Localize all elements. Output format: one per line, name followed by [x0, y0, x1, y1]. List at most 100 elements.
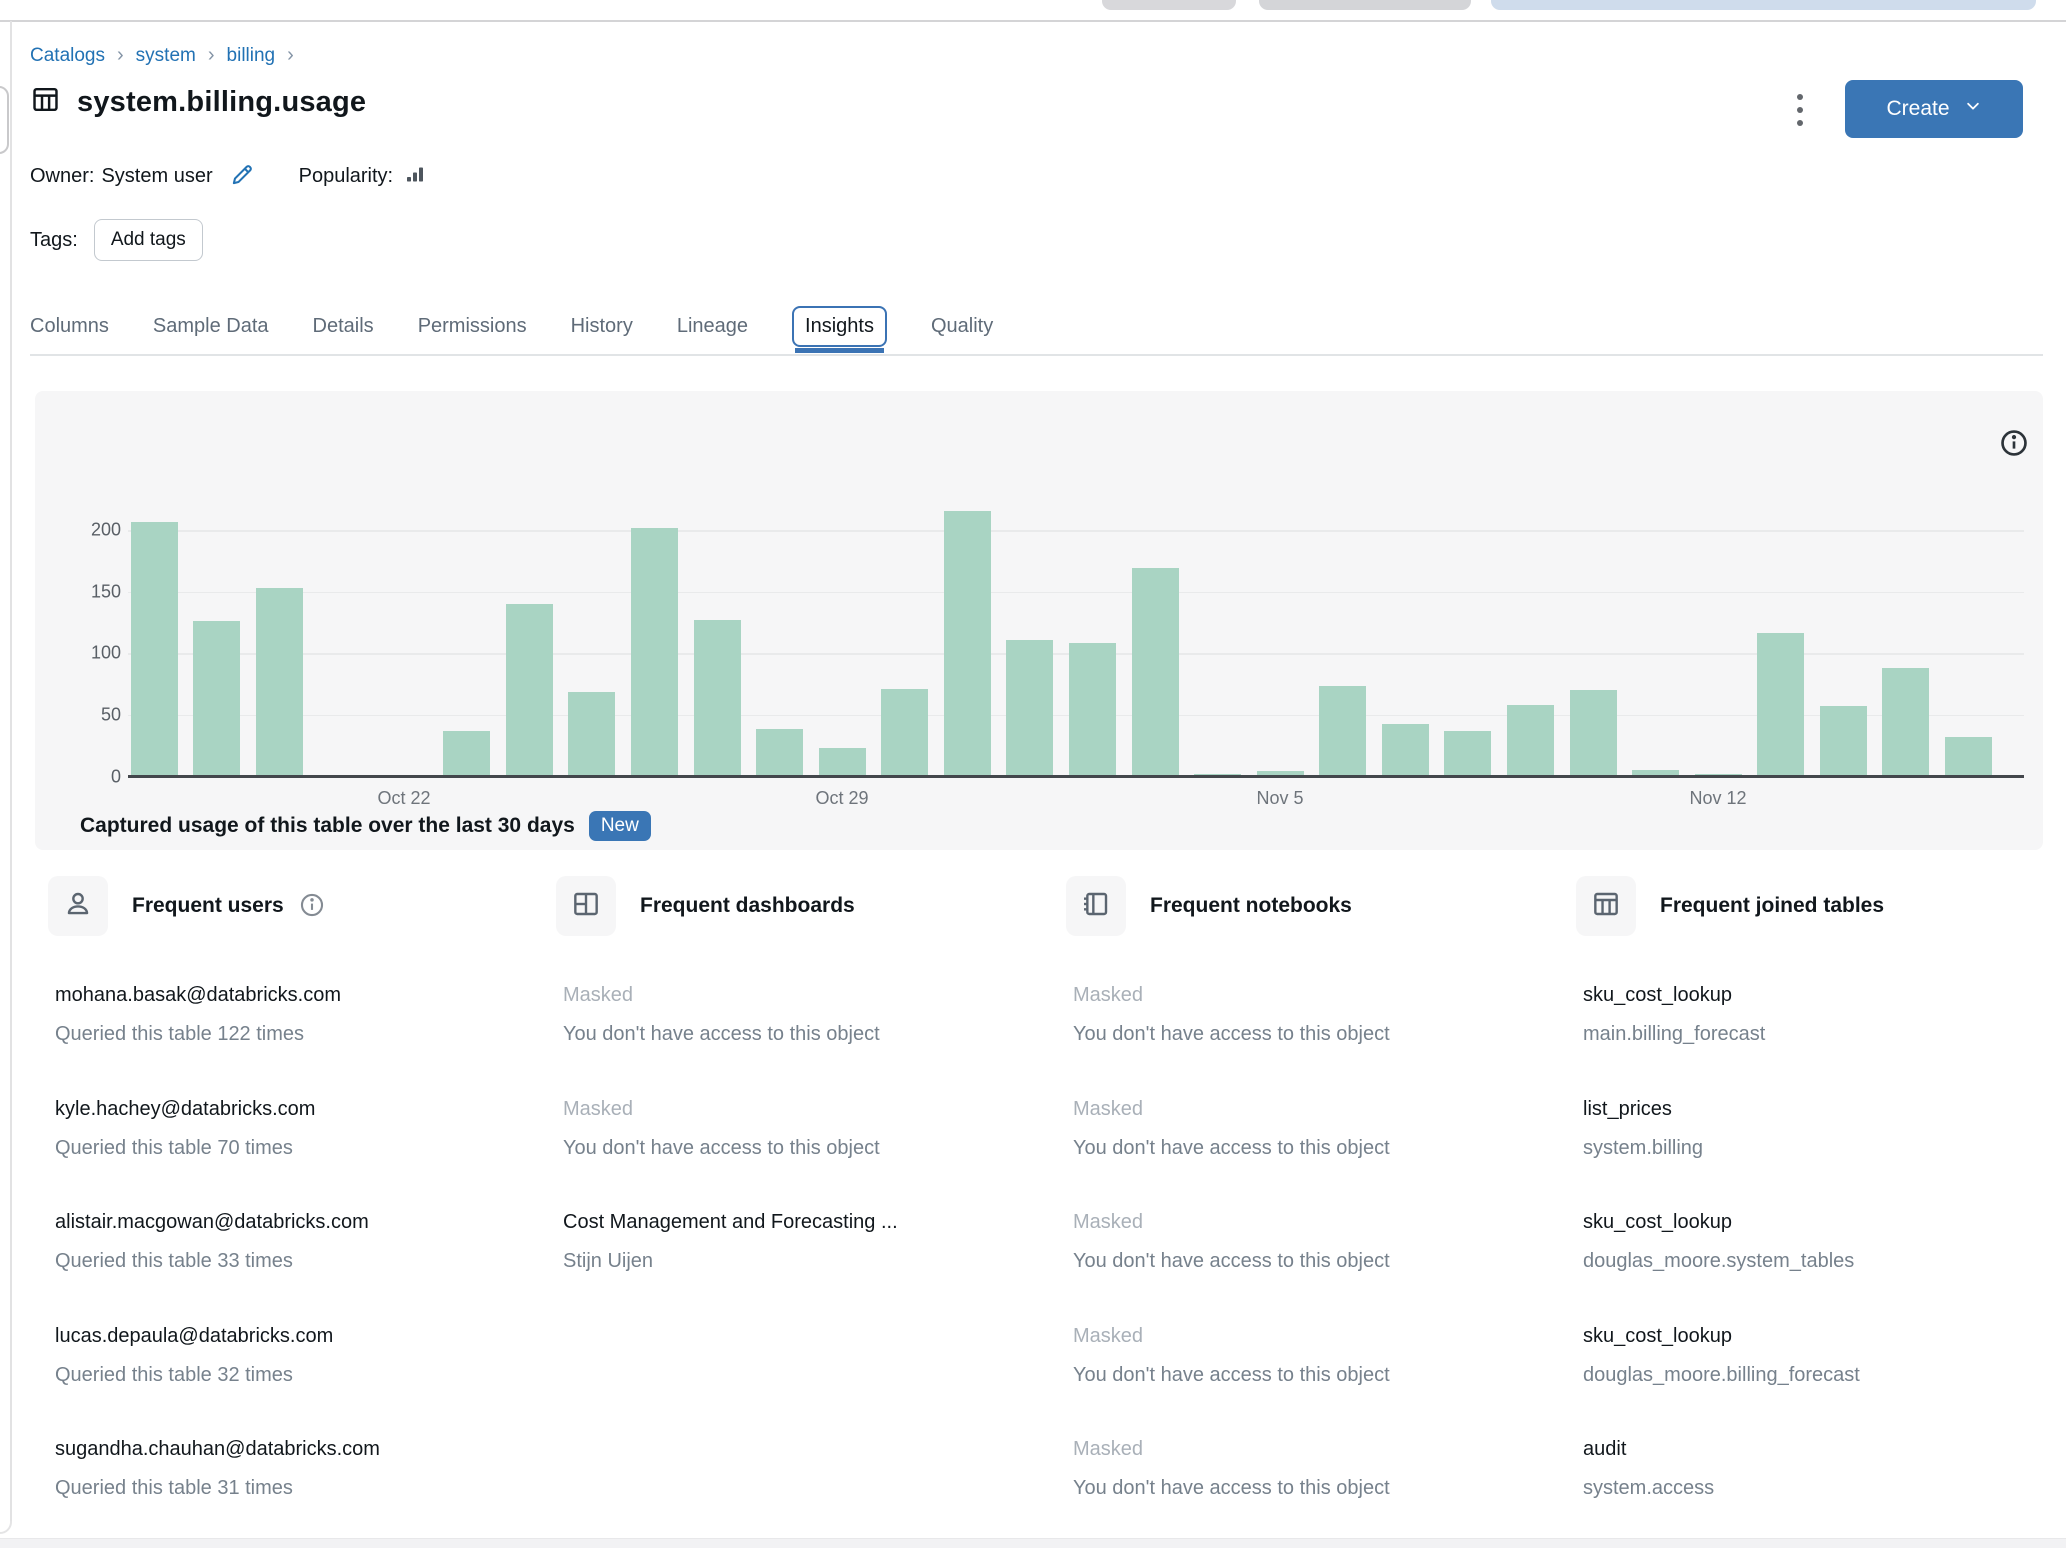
usage-bar-chart: 0 50 100 150 200 Oct 22 Oct 29 Nov 5 Nov 12 — [35, 391, 2043, 850]
frequent-users-item-secondary: Queried this table 122 times — [55, 1023, 305, 1045]
section-frequent-joined-tables: Frequent joined tables sku_cost_lookup m… — [1576, 876, 2066, 1516]
meta-row: Owner: System user Popularity: — [30, 160, 427, 193]
y-axis-tick: 0 — [110, 766, 121, 787]
edit-owner-button[interactable] — [227, 160, 257, 193]
user-icon — [62, 888, 94, 925]
usage-bar — [694, 620, 741, 776]
tab-lineage[interactable]: Lineage — [676, 314, 749, 337]
clipped-toolbar-fragment — [1102, 0, 1236, 10]
pencil-icon — [229, 162, 255, 191]
tab-sample-data[interactable]: Sample Data — [152, 314, 269, 337]
usage-bar — [756, 729, 803, 776]
frequent-joined-tables-item-primary[interactable]: audit — [1583, 1438, 1627, 1460]
breadcrumb-link[interactable]: system — [135, 44, 196, 66]
kebab-icon — [1797, 94, 1803, 100]
usage-bar — [1069, 643, 1116, 776]
usage-bar — [631, 528, 678, 776]
usage-bar — [1444, 731, 1491, 776]
frequent-users-item-primary: lucas.depaula@databricks.com — [55, 1325, 334, 1347]
tab-history[interactable]: History — [570, 314, 633, 337]
usage-bar — [1257, 771, 1304, 776]
frequent-notebooks-item-primary: Masked — [1073, 1325, 1144, 1347]
tags-row: Tags: Add tags — [30, 219, 203, 261]
x-axis-tick: Nov 5 — [1256, 788, 1304, 808]
chart-info-button[interactable] — [1998, 427, 2030, 459]
frequent-joined-tables-item-secondary: system.billing — [1583, 1137, 1704, 1159]
x-axis — [128, 775, 2024, 778]
frequent-users-item-primary: alistair.macgowan@databricks.com — [55, 1211, 369, 1233]
list-item: mohana.basak@databricks.com Queried this… — [55, 982, 553, 1047]
usage-bar — [1757, 633, 1804, 776]
list-item: kyle.hachey@databricks.com Queried this … — [55, 1096, 553, 1161]
section-info-button[interactable] — [298, 891, 326, 922]
table-icon — [1590, 888, 1622, 925]
tab-columns[interactable]: Columns — [30, 314, 109, 337]
frequent-joined-tables-item-secondary: system.access — [1583, 1477, 1715, 1499]
frequent-joined-tables-item-primary[interactable]: sku_cost_lookup — [1583, 984, 1732, 1006]
notebook-icon — [1080, 888, 1112, 925]
panel-title: Captured usage of this table over the la… — [80, 814, 575, 837]
tab-permissions[interactable]: Permissions — [417, 314, 527, 337]
frequent-notebooks-item-secondary: You don't have access to this object — [1073, 1023, 1390, 1045]
tab-quality[interactable]: Quality — [930, 314, 994, 337]
frequent-users-item-primary: mohana.basak@databricks.com — [55, 984, 341, 1006]
new-badge: New — [588, 811, 651, 841]
bottom-edge-strip — [0, 1538, 2066, 1548]
frequent-joined-tables-item-primary[interactable]: sku_cost_lookup — [1583, 1211, 1732, 1233]
frequent-users-item-secondary: Queried this table 70 times — [55, 1137, 293, 1159]
popularity-group: Popularity: — [299, 162, 428, 192]
frequent-joined-tables-item-secondary: douglas_moore.system_tables — [1583, 1250, 1855, 1272]
section-header: Frequent joined tables — [1576, 876, 2066, 936]
frequent-joined-tables-item-secondary: douglas_moore.billing_forecast — [1583, 1364, 1860, 1386]
frequent-users-item-secondary: Queried this table 32 times — [55, 1364, 293, 1386]
section-header: Frequent users — [48, 876, 553, 936]
clipped-toolbar-fragment — [1259, 0, 1471, 10]
frequent-dashboards-item-primary: Masked — [563, 1098, 634, 1120]
usage-bar — [568, 692, 615, 776]
page-title: system.billing.usage — [77, 85, 367, 118]
breadcrumb-separator: › — [207, 44, 215, 66]
usage-bar — [1570, 690, 1617, 776]
list-item: Masked You don't have access to this obj… — [1073, 1209, 1571, 1274]
section-title: Frequent notebooks — [1150, 894, 1352, 917]
create-button[interactable]: Create — [1845, 80, 2023, 138]
section-icon-tile — [1576, 876, 1636, 936]
usage-insights-panel: Captured usage of this table over the la… — [35, 391, 2043, 850]
clipped-sidebar-button — [0, 86, 9, 154]
section-frequent-dashboards: Frequent dashboards Masked You don't hav… — [556, 876, 1061, 1516]
tabs-divider — [30, 354, 2043, 356]
dashboard-icon — [570, 888, 602, 925]
tab-bar: Columns Sample Data Details Permissions Hist… — [30, 301, 994, 353]
frequent-joined-tables-item-secondary: main.billing_forecast — [1583, 1023, 1766, 1045]
usage-bar — [443, 731, 490, 776]
usage-bar — [506, 604, 553, 776]
list-item: Masked You don't have access to this obj… — [1073, 982, 1571, 1047]
title-row: system.billing.usage — [30, 84, 366, 120]
frequent-notebooks-item-primary: Masked — [1073, 1438, 1144, 1460]
usage-bar — [944, 511, 991, 776]
frequent-notebooks-item-secondary: You don't have access to this object — [1073, 1477, 1390, 1499]
list-item: sku_cost_lookup douglas_moore.billing_fo… — [1583, 1323, 2066, 1388]
frequent-users-item-secondary: Queried this table 31 times — [55, 1477, 293, 1499]
info-icon — [298, 891, 326, 922]
breadcrumb-link[interactable]: Catalogs — [30, 44, 105, 66]
breadcrumb: Catalogs › system › billing › — [30, 44, 306, 67]
breadcrumb-link[interactable]: billing — [226, 44, 276, 66]
tab-insights[interactable]: Insights — [792, 305, 887, 353]
usage-bar — [1132, 568, 1179, 776]
x-axis-tick: Nov 12 — [1689, 788, 1747, 808]
add-tags-button[interactable]: Add tags — [93, 219, 203, 261]
frequent-dashboards-item-secondary: You don't have access to this object — [563, 1023, 880, 1045]
frequent-dashboards-item-secondary: Stijn Uijen — [563, 1250, 654, 1272]
usage-bar — [1382, 724, 1429, 776]
more-actions-button[interactable] — [1786, 86, 1814, 134]
frequent-joined-tables-item-primary[interactable]: list_prices — [1583, 1098, 1672, 1120]
list-item: sugandha.chauhan@databricks.com Queried … — [55, 1436, 553, 1501]
list-item: Masked You don't have access to this obj… — [1073, 1096, 1571, 1161]
frequent-dashboards-item-primary[interactable]: Cost Management and Forecasting ... — [563, 1211, 898, 1233]
frequent-notebooks-item-primary: Masked — [1073, 1098, 1144, 1120]
frequent-joined-tables-item-primary[interactable]: sku_cost_lookup — [1583, 1325, 1732, 1347]
list-item: Masked You don't have access to this obj… — [563, 1096, 1061, 1161]
tab-details[interactable]: Details — [312, 314, 374, 337]
section-title: Frequent joined tables — [1660, 894, 1885, 917]
